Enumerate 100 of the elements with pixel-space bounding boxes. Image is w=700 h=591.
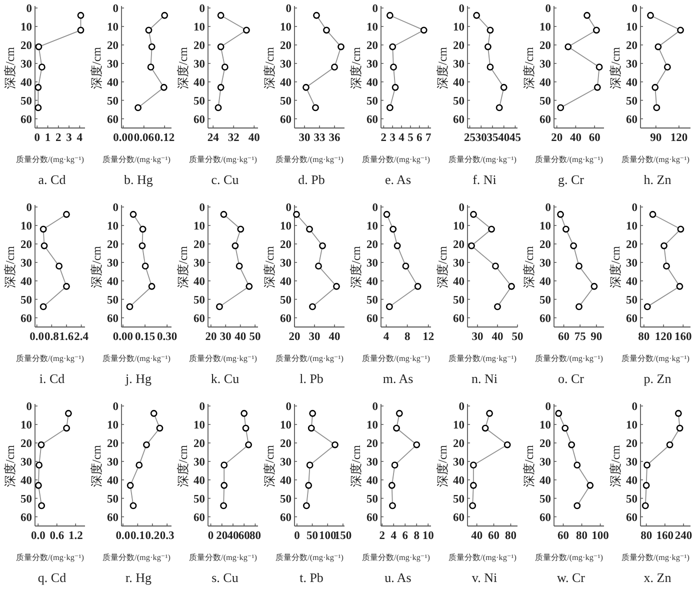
y-tick-label: 50 (107, 493, 119, 506)
y-tick-label: 10 (366, 419, 378, 432)
x-tick-label: 6 (416, 132, 423, 144)
y-tick-label: 20 (626, 40, 638, 52)
x-tick-label: 6 (402, 530, 408, 542)
y-tick-label: 10 (194, 220, 206, 232)
y-tick-label: 20 (540, 438, 552, 450)
x-tick-label: 0 (34, 132, 40, 144)
y-axis-title: 深度/cm (90, 245, 104, 288)
x-tick-label: 0 (208, 530, 214, 542)
x-tick-label: 30 (308, 331, 320, 343)
x-tick-label: 40 (498, 132, 510, 144)
y-tick-label: 40 (453, 76, 465, 89)
y-tick-label: 40 (280, 76, 292, 89)
x-tick-label: 33 (314, 132, 326, 144)
y-tick-label: 0 (112, 202, 119, 214)
y-tick-label: 60 (20, 512, 32, 524)
x-tick-label: 40 (234, 331, 246, 343)
x-tick-label: 40 (471, 530, 483, 542)
x-tick-label: 0 (294, 530, 300, 542)
y-tick-label: 20 (280, 238, 292, 251)
y-axis-title: 深度/cm (436, 444, 450, 487)
x-axis-title: 质量分数/(mg·kg⁻¹) (362, 553, 430, 562)
y-tick-label: 50 (20, 294, 32, 306)
x-tick-label: 80 (638, 331, 650, 343)
y-tick-label: 10 (626, 220, 638, 232)
text: c. Cu (211, 172, 240, 187)
x-tick-label: 1.6 (59, 331, 74, 343)
y-tick-label: 50 (194, 493, 206, 506)
x-tick-label: 100 (319, 530, 337, 542)
y-tick-label: 30 (453, 58, 465, 70)
x-tick-label: 2.4 (74, 331, 89, 343)
text: f. Ni (472, 172, 497, 187)
y-axis-title: 深度/cm (176, 46, 190, 89)
y-tick-label: 40 (280, 474, 292, 487)
y-tick-label: 20 (540, 40, 552, 52)
x-tick-label: 80 (576, 530, 588, 542)
y-tick-label: 40 (20, 276, 32, 288)
x-axis-title: 质量分数/(mg·kg⁻¹) (189, 354, 258, 363)
x-tick-label: 25 (464, 132, 476, 144)
y-tick-label: 60 (366, 114, 378, 126)
y-tick-label: 10 (366, 21, 378, 34)
y-tick-label: 60 (107, 114, 119, 126)
y-tick-label: 50 (366, 294, 378, 306)
x-axis-title: 质量分数/(mg·kg⁻¹) (16, 354, 84, 363)
x-tick-label: 60 (488, 530, 500, 542)
x-tick-label: 30 (472, 331, 484, 343)
y-axis-title: 深度/cm (436, 46, 450, 89)
y-tick-label: 0 (286, 202, 292, 214)
x-axis-title: 质量分数/(mg·kg⁻¹) (535, 155, 604, 164)
x-tick-label: 24 (207, 132, 220, 144)
x-tick-label: 12 (422, 331, 434, 343)
x-axis-title: 质量分数/(mg·kg⁻¹) (622, 354, 690, 363)
y-tick-label: 50 (107, 294, 119, 306)
y-tick-label: 60 (626, 114, 638, 126)
y-tick-label: 50 (453, 95, 465, 108)
x-axis-title: 质量分数/(mg·kg⁻¹) (362, 354, 430, 363)
y-tick-label: 40 (453, 276, 465, 288)
y-tick-label: 10 (107, 419, 119, 432)
y-tick-label: 0 (199, 3, 206, 15)
y-tick-label: 20 (194, 40, 206, 52)
y-tick-label: 50 (626, 294, 638, 306)
y-tick-label: 30 (540, 58, 552, 70)
y-tick-label: 60 (540, 312, 552, 325)
y-axis-title: 深度/cm (522, 46, 536, 89)
y-axis-title: 深度/cm (349, 245, 363, 288)
y-tick-label: 20 (626, 238, 638, 251)
x-tick-label: 90 (650, 132, 662, 144)
y-tick-label: 60 (20, 114, 32, 126)
y-tick-label: 60 (280, 114, 292, 126)
y-axis-title: 深度/cm (522, 444, 536, 487)
x-tick-label: 120 (654, 331, 672, 343)
x-tick-label: 150 (334, 530, 352, 542)
text: j. Hg (124, 371, 152, 386)
y-tick-label: 40 (280, 276, 292, 288)
y-axis-title: 深度/cm (3, 46, 17, 89)
y-tick-label: 10 (107, 220, 119, 232)
y-tick-label: 60 (107, 512, 119, 524)
x-axis-title: 质量分数/(mg·kg⁻¹) (535, 553, 604, 562)
x-tick-label: 0.2 (145, 530, 160, 542)
x-tick-label: 60 (588, 132, 601, 144)
x-tick-label: 0.8 (44, 331, 60, 343)
y-tick-label: 60 (626, 512, 638, 524)
y-tick-label: 50 (194, 95, 206, 108)
y-axis-title: 深度/cm (262, 46, 276, 89)
x-tick-label: 0.3 (160, 530, 175, 542)
y-tick-label: 40 (20, 76, 32, 89)
text: r. Hg (126, 570, 152, 585)
x-tick-label: 2 (380, 132, 387, 144)
y-tick-label: 0 (286, 3, 292, 15)
y-tick-label: 20 (107, 40, 119, 52)
x-axis-title: 质量分数/(mg·kg⁻¹) (622, 553, 690, 562)
y-tick-label: 50 (453, 493, 465, 506)
y-tick-label: 40 (194, 474, 206, 487)
y-tick-label: 20 (453, 438, 465, 450)
x-tick-label: 4 (398, 132, 405, 144)
y-tick-label: 0 (26, 401, 32, 413)
y-tick-label: 20 (107, 238, 119, 251)
text: n. Ni (472, 371, 498, 386)
y-tick-label: 0 (112, 401, 119, 413)
